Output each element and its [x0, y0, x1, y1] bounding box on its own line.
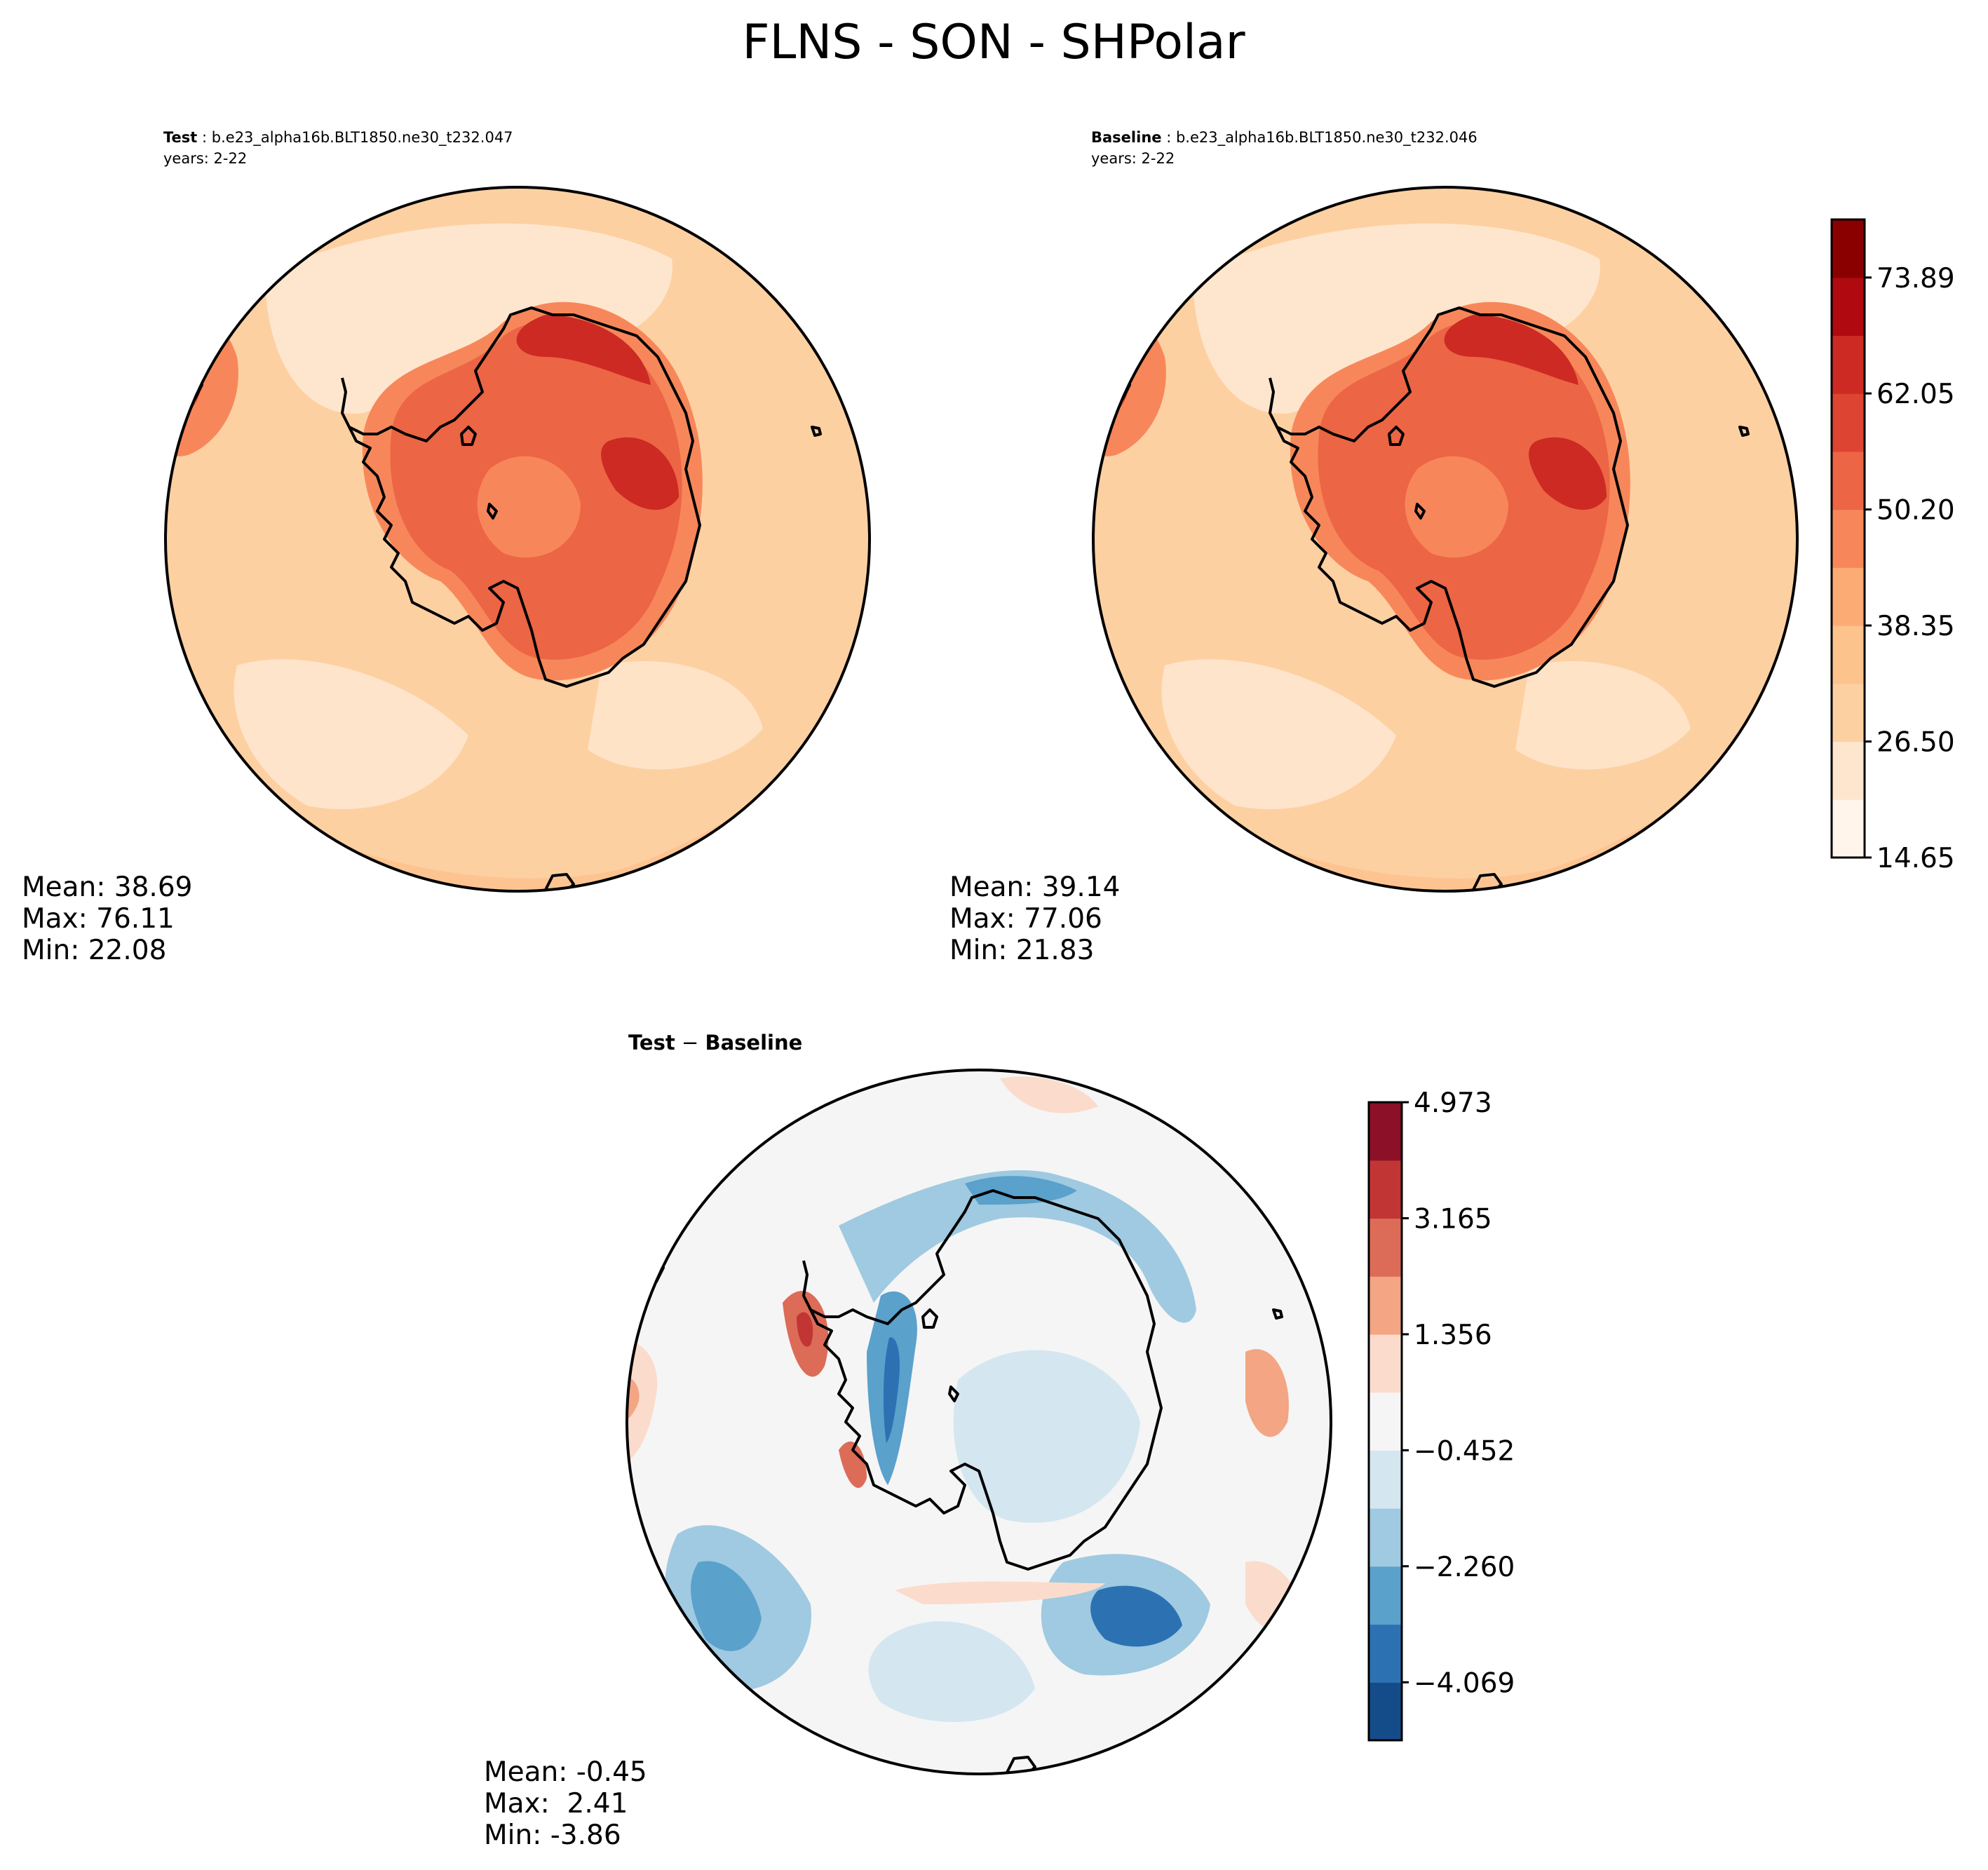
- test-case: b.e23_alpha16b.BLT1850.ne30_t232.047: [212, 129, 513, 147]
- test-stat-mean: Mean: 38.69: [22, 872, 192, 903]
- diff-title-op: −: [675, 1031, 705, 1055]
- baseline-map: [1093, 187, 1797, 891]
- colorbar-diff-tick-label: 1.356: [1414, 1320, 1492, 1351]
- colorbar-diff-swatch: [1369, 1218, 1402, 1277]
- baseline-case: b.e23_alpha16b.BLT1850.ne30_t232.046: [1176, 129, 1478, 147]
- baseline-years: years: 2-22: [1091, 150, 1175, 167]
- baseline-label: Baseline: [1091, 129, 1162, 146]
- colorbar-diff-swatch: [1369, 1682, 1402, 1741]
- colorbar-diff-swatch: [1369, 1102, 1402, 1161]
- colorbar-diff-swatch: [1369, 1508, 1402, 1567]
- diff-map: [627, 1070, 1331, 1774]
- colorbar-main-swatch: [1832, 567, 1865, 626]
- diff-title-test: Test: [628, 1031, 675, 1055]
- colorbar-main-tick-label: 14.65: [1877, 843, 1955, 874]
- colorbar-main-swatch: [1832, 625, 1865, 684]
- colorbar-main-tick-label: 73.89: [1877, 263, 1955, 294]
- colorbar-diff-swatch: [1369, 1566, 1402, 1625]
- diff-map-boundary: [626, 1069, 1332, 1775]
- colorbar-diff: −4.069 −2.260 −0.452 1.356 3.165 4.973: [1367, 1088, 1515, 1742]
- colorbar-main-tick-label: 50.20: [1877, 495, 1955, 527]
- colorbar-main: 14.65 26.50 38.35 50.20 62.05 73.89: [1830, 218, 1955, 874]
- diff-title-baseline: Baseline: [705, 1031, 802, 1055]
- colorbar-main-swatch: [1832, 683, 1865, 743]
- colorbar-main-tick-label: 62.05: [1877, 379, 1955, 410]
- colorbar-main-swatch: [1832, 393, 1865, 452]
- colorbar-diff-tick-label: 3.165: [1414, 1203, 1492, 1235]
- colorbar-main-swatch: [1832, 451, 1865, 510]
- colorbar-main-tick-label: 38.35: [1877, 611, 1955, 642]
- baseline-stat-max: Max: 77.06: [949, 903, 1102, 935]
- colorbar-main-swatch: [1832, 277, 1865, 337]
- test-map-boundary: [164, 186, 871, 893]
- test-stat-max: Max: 76.11: [22, 903, 175, 935]
- figure-title: FLNS - SON - SHPolar: [742, 15, 1245, 70]
- baseline-map-boundary: [1092, 186, 1799, 893]
- colorbar-main-swatch: [1832, 799, 1865, 858]
- diff-stat-mean: Mean: -0.45: [484, 1756, 647, 1788]
- panel-baseline: Baseline : b.e23_alpha16b.BLT1850.ne30_t…: [949, 129, 1799, 966]
- colorbar-diff-swatch: [1369, 1392, 1402, 1451]
- colorbar-diff-swatch: [1369, 1334, 1402, 1393]
- colorbar-diff-frame: [1367, 1101, 1403, 1742]
- colorbar-diff-tick-label: −2.260: [1414, 1552, 1515, 1583]
- test-stat-min: Min: 22.08: [22, 935, 166, 966]
- colorbar-diff-swatch: [1369, 1624, 1402, 1683]
- colorbar-main-swatch: [1832, 741, 1865, 800]
- colorbar-diff-tick-label: 4.973: [1414, 1088, 1492, 1119]
- baseline-stat-mean: Mean: 39.14: [949, 872, 1120, 903]
- colorbar-main-frame: [1830, 218, 1866, 859]
- test-separator: :: [197, 129, 211, 146]
- diff-title: Test − Baseline: [628, 1031, 802, 1055]
- colorbar-diff-swatch: [1369, 1450, 1402, 1509]
- diff-stat-min: Min: -3.86: [484, 1820, 621, 1851]
- test-map: [165, 187, 870, 891]
- colorbar-main-tick-label: 26.50: [1877, 727, 1955, 759]
- baseline-stat-min: Min: 21.83: [949, 935, 1094, 966]
- panel-test: Test : b.e23_alpha16b.BLT1850.ne30_t232.…: [22, 129, 871, 966]
- colorbar-main-swatch: [1832, 335, 1865, 394]
- colorbar-main-swatch: [1832, 509, 1865, 568]
- colorbar-diff-swatch: [1369, 1160, 1402, 1219]
- colorbar-diff-tick-label: −0.452: [1414, 1435, 1515, 1467]
- colorbar-diff-swatch: [1369, 1276, 1402, 1335]
- test-label: Test: [163, 129, 197, 146]
- colorbar-main-swatch: [1832, 219, 1865, 278]
- baseline-header: Baseline : b.e23_alpha16b.BLT1850.ne30_t…: [1091, 129, 1478, 147]
- test-years: years: 2-22: [163, 150, 247, 167]
- diff-stat-max: Max: 2.41: [484, 1788, 628, 1820]
- test-header: Test : b.e23_alpha16b.BLT1850.ne30_t232.…: [163, 129, 513, 147]
- baseline-separator: :: [1162, 129, 1176, 146]
- colorbar-diff-tick-label: −4.069: [1414, 1667, 1515, 1699]
- panel-diff: Test − Baseline Mean: -0.45 Max: 2.41 Mi…: [484, 1031, 1332, 1851]
